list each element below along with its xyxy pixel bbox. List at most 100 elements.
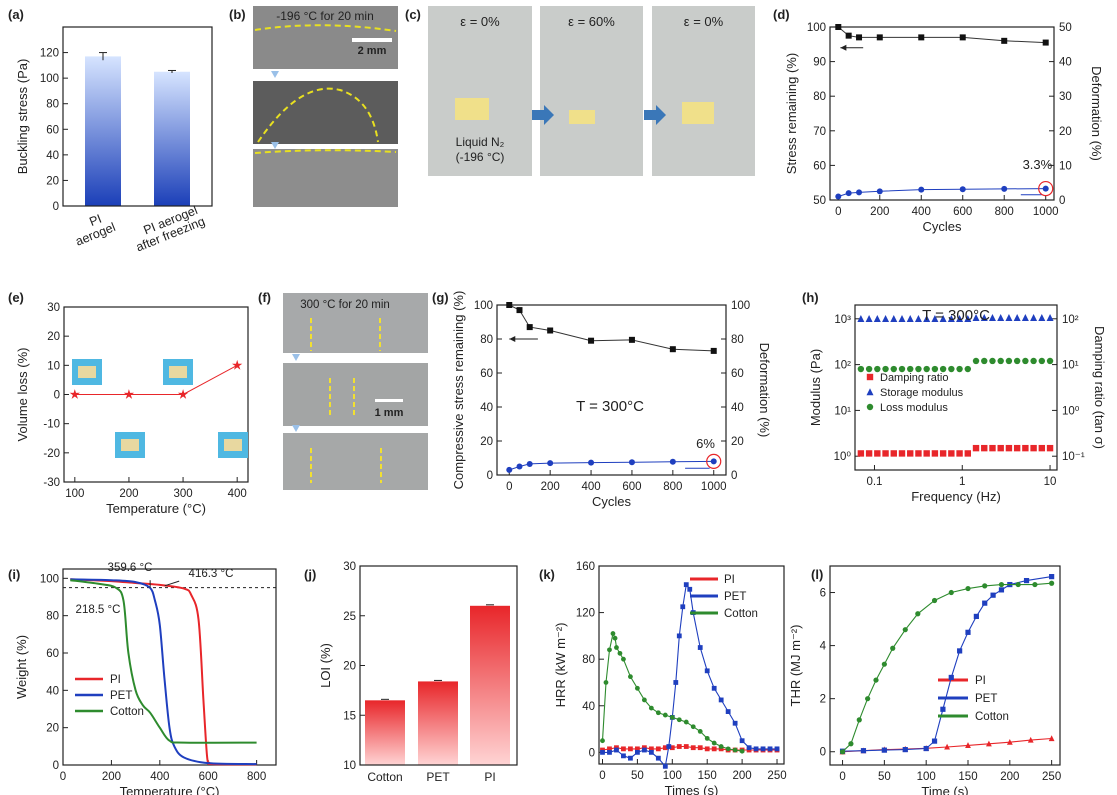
panel-label-k: (k) xyxy=(539,567,555,582)
y-axis-label: Weight (%) xyxy=(14,635,29,699)
deformation-point xyxy=(835,193,842,200)
series-1-point xyxy=(760,746,766,752)
annotation-g2: 6% xyxy=(696,436,715,451)
y-tick-label: 4 xyxy=(820,641,827,653)
series-1-point xyxy=(1023,577,1030,584)
scale-label-b: 2 mm xyxy=(358,45,387,57)
stress-point xyxy=(1001,37,1008,44)
series-1-point xyxy=(997,314,1005,322)
series-0-point xyxy=(989,444,996,452)
series-2-point xyxy=(848,741,854,747)
series-1-point xyxy=(648,749,654,755)
stress-point xyxy=(669,346,676,353)
series-1-point xyxy=(725,709,731,714)
stress-point xyxy=(1042,39,1049,46)
series-1-point xyxy=(923,314,931,322)
y-tick-label: 0 xyxy=(53,201,59,213)
y-axis-label: THR (MJ m⁻²) xyxy=(788,625,803,707)
y-tick-label: -20 xyxy=(43,448,60,460)
series-2-point xyxy=(874,365,881,373)
series-1-point xyxy=(739,738,745,744)
deformation-point xyxy=(526,460,533,467)
marker-line xyxy=(164,580,180,587)
y-tick-label: 80 xyxy=(480,334,493,346)
series-2-point xyxy=(890,645,896,651)
stress-line xyxy=(509,304,714,352)
x-tick-label: 150 xyxy=(958,771,977,783)
x-tick-label: 200 xyxy=(733,770,752,782)
series-1-point xyxy=(931,314,939,322)
y-tick-label: 20 xyxy=(480,436,493,448)
series-1-point xyxy=(947,314,955,322)
stress-point xyxy=(876,34,883,41)
series-1-point xyxy=(865,314,873,322)
series-0-point xyxy=(865,450,873,457)
series-2-point xyxy=(607,647,612,653)
deformation-point xyxy=(856,189,863,196)
series-1-point xyxy=(923,745,929,752)
y-tick-label: 10³ xyxy=(834,314,851,326)
series-2-point xyxy=(890,365,897,373)
y2-axis-label: Deformation (%) xyxy=(757,343,772,438)
arrow-head xyxy=(840,44,847,51)
sem-image-b-1 xyxy=(253,81,398,144)
series-2-point xyxy=(964,365,972,373)
series-2-point xyxy=(839,749,846,755)
plot-frame xyxy=(829,26,1055,201)
y-tick-label: 40 xyxy=(480,402,493,414)
y-axis-label: Stress remaining (%) xyxy=(784,53,799,174)
series-2-point xyxy=(732,747,738,753)
y2-tick-label: 30 xyxy=(1059,91,1072,103)
y-tick-label: 20 xyxy=(46,175,59,187)
series-0-point xyxy=(690,745,696,751)
series-0-point xyxy=(997,444,1004,452)
series-1-point xyxy=(857,314,865,322)
volume-point xyxy=(69,389,80,399)
series-1-point xyxy=(940,706,946,712)
panel-label-c: (c) xyxy=(405,7,421,22)
series-2-point xyxy=(711,740,717,746)
x-axis-label: Cycles xyxy=(592,494,632,509)
sem-image-b-0 xyxy=(253,6,398,69)
panel-label-g: (g) xyxy=(432,290,449,305)
series-2-point xyxy=(725,746,731,752)
series-0-point xyxy=(898,450,906,457)
sample xyxy=(569,110,595,124)
panel-label-a: (a) xyxy=(8,7,24,22)
photo-frame-c-1 xyxy=(540,6,643,176)
series-2-point xyxy=(1049,580,1055,586)
x-tick-label: 200 xyxy=(870,206,889,218)
series-1-point xyxy=(973,613,979,620)
y2-tick-label: 20 xyxy=(731,436,744,448)
y-tick-label: 80 xyxy=(46,99,59,111)
x-tick-label: 250 xyxy=(1042,771,1061,783)
panel-label-f: (f) xyxy=(258,290,271,305)
series-2-point xyxy=(1038,357,1046,365)
series-1-line xyxy=(842,576,1052,752)
series-1-point xyxy=(1005,314,1013,322)
series-1-line xyxy=(70,578,257,766)
series-0-point xyxy=(944,743,950,750)
series-1-point xyxy=(753,746,759,752)
strain-label: ε = 0% xyxy=(460,14,500,29)
series-2-point xyxy=(997,357,1004,365)
y-tick-label: 60 xyxy=(813,160,826,172)
y-tick-label: 100 xyxy=(40,573,59,585)
series-2-point xyxy=(948,365,955,373)
series-2-point xyxy=(648,705,654,711)
y-axis-label: HRR (kW m⁻²) xyxy=(553,623,568,708)
x-tick-label: 200 xyxy=(541,481,560,493)
series-1-point xyxy=(956,314,964,322)
series-1-point xyxy=(964,314,972,322)
x-tick-label: 600 xyxy=(953,206,972,218)
x-tick-label: 800 xyxy=(663,481,682,493)
series-1-point xyxy=(621,753,626,759)
series-1-point xyxy=(628,755,633,761)
series-1-point xyxy=(982,600,988,606)
series-1-point xyxy=(873,314,881,322)
stress-point xyxy=(516,307,523,314)
plot-frame xyxy=(62,26,213,207)
down-arrow xyxy=(271,142,279,149)
plot-frame xyxy=(496,304,727,476)
series-2-point xyxy=(603,680,609,685)
